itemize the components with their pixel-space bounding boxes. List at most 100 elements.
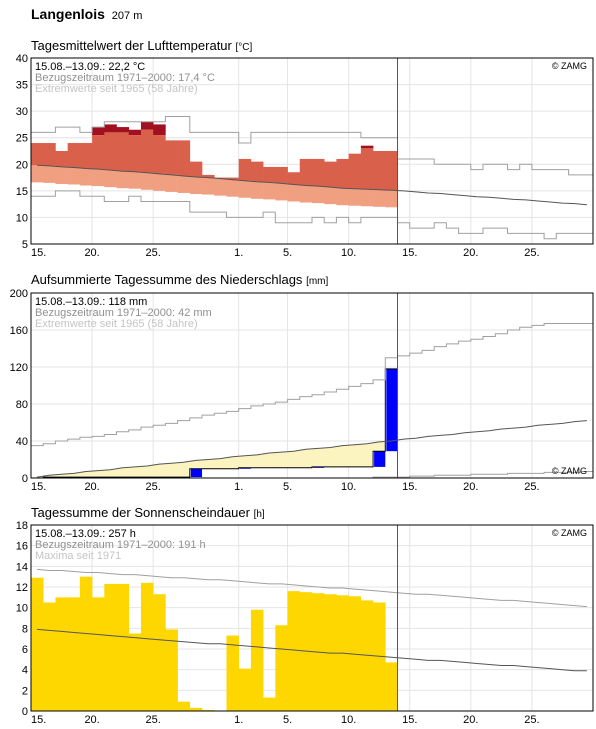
temp-anomaly-bar: [385, 151, 398, 191]
precip-daily-bar: [190, 468, 203, 478]
temp-band-bar: [214, 178, 227, 196]
y-tick-label: 0: [22, 473, 28, 485]
precip-deficit-bar: [67, 473, 81, 478]
y-tick-label: 10: [16, 603, 28, 615]
sunshine-bar: [287, 591, 301, 711]
temp-anomaly-bar: [287, 172, 301, 185]
precip-deficit-bar: [177, 462, 191, 478]
precip-deficit-bar: [373, 441, 386, 452]
temp-band-bar: [55, 166, 68, 184]
temp-anomaly-bar: [79, 143, 93, 169]
x-tick-label: 5.: [283, 481, 292, 493]
temp-anomaly-bar: [128, 135, 142, 172]
sunshine-bar: [373, 602, 386, 711]
precip-deficit-bar: [348, 444, 362, 467]
temp-anomaly-bar: [55, 151, 68, 167]
temp-band-bar: [79, 168, 93, 186]
temp-anomaly-bar: [92, 135, 105, 170]
y-tick-label: 120: [10, 362, 28, 374]
precip-deficit-bar: [263, 453, 276, 468]
temp-anomaly-bar: [275, 166, 288, 184]
temp-anomaly-bar: [67, 143, 81, 168]
temp-anomaly-bar: [360, 148, 374, 190]
x-tick-label: 25.: [146, 714, 161, 726]
temp-record-bar: [128, 129, 142, 136]
y-tick-label: 30: [16, 106, 28, 118]
x-tick-label: 15.: [31, 714, 46, 726]
precip-deficit-bar: [153, 464, 166, 478]
temp-band-bar: [67, 167, 81, 185]
sunshine-bar: [238, 668, 252, 711]
precip-deficit-bar: [214, 458, 227, 469]
precip-deficit-bar: [43, 475, 56, 478]
precip-daily-bar: [374, 451, 386, 467]
info-reference-period: Bezugszeitraum 1971–2000: 17,4 °C: [35, 72, 215, 84]
temp-band-bar: [177, 175, 191, 193]
precip-deficit-bar: [360, 443, 374, 467]
info-period-value: 15.08.–13.09.: 118 mm: [35, 296, 147, 308]
y-tick-label: 2: [22, 685, 28, 697]
sunshine-bar: [67, 597, 81, 711]
temp-band-bar: [348, 188, 362, 206]
x-tick-label: 20.: [84, 714, 99, 726]
x-tick-label: 1.: [234, 714, 243, 726]
temp-anomaly-bar: [226, 177, 239, 180]
temp-band-bar: [226, 179, 239, 197]
precip-deficit-bar: [226, 456, 239, 469]
sunshine-bar: [348, 596, 362, 711]
sunshine-bar: [226, 635, 239, 711]
sunshine-bar: [153, 594, 166, 711]
temp-anomaly-bar: [263, 166, 276, 183]
temp-band-bar: [385, 190, 398, 208]
temp-band-bar: [336, 188, 349, 206]
temp-record-bar: [104, 124, 117, 133]
x-tick-label: 10.: [341, 481, 356, 493]
precip-deficit-bar: [312, 448, 325, 467]
precip-deficit-bar: [140, 465, 154, 478]
y-tick-label: 6: [22, 644, 28, 656]
y-tick-label: 0: [22, 706, 28, 718]
precip-deficit-bar: [189, 460, 203, 469]
zamg-credit: © ZAMG: [552, 528, 587, 538]
temp-anomaly-bar: [202, 174, 215, 178]
x-tick-label: 15.: [31, 481, 46, 493]
temp-anomaly-bar: [104, 132, 117, 171]
temp-band-bar: [116, 171, 130, 189]
x-tick-label: 1.: [234, 247, 243, 259]
precip-deficit-bar: [275, 452, 288, 468]
temp-record-bar: [360, 145, 374, 149]
temp-band-bar: [165, 174, 178, 192]
x-tick-label: 15.: [31, 247, 46, 259]
y-tick-label: 200: [10, 288, 28, 300]
sunshine-bar: [104, 583, 117, 711]
precip-deficit-bar: [79, 471, 93, 478]
x-tick-label: 25.: [524, 247, 539, 259]
temp-band-bar: [104, 170, 117, 188]
temp-anomaly-bar: [43, 143, 56, 166]
y-tick-label: 5: [22, 239, 28, 251]
temperature-chart-title: Tagesmittelwert der Lufttemperatur [°C]: [31, 38, 253, 53]
sunshine-bar: [31, 577, 44, 711]
temp-band-bar: [202, 177, 215, 195]
sunshine-unit: [h]: [253, 509, 265, 520]
x-tick-label: 15.: [402, 247, 417, 259]
temp-anomaly-bar: [189, 161, 203, 178]
temp-anomaly-bar: [238, 158, 252, 181]
sunshine-bar: [116, 583, 130, 711]
temp-anomaly-bar: [336, 158, 349, 189]
temp-anomaly-bar: [177, 140, 191, 176]
x-tick-label: 20.: [84, 247, 99, 259]
sunshine-bar: [275, 625, 288, 711]
sunshine-bar: [263, 697, 276, 711]
temp-band-bar: [299, 185, 313, 203]
precip-daily-bar: [386, 368, 398, 452]
temp-anomaly-bar: [165, 140, 178, 175]
sunshine-bar: [79, 576, 93, 711]
temp-record-bar: [140, 121, 154, 130]
precip-deficit-bar: [55, 474, 68, 478]
sunshine-bar: [385, 662, 398, 711]
temp-anomaly-bar: [116, 132, 130, 172]
plot-border: [30, 524, 594, 712]
sunshine-bar: [360, 600, 374, 711]
